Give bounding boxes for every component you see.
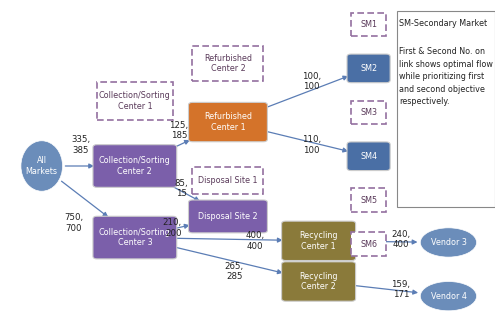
Text: First & Second No. on
link shows optimal flow
while prioritizing first
and secon: First & Second No. on link shows optimal… (400, 47, 494, 106)
Text: Vendor 3: Vendor 3 (430, 238, 466, 247)
Text: SM3: SM3 (360, 108, 377, 117)
Text: 240,
400: 240, 400 (392, 229, 410, 249)
Text: Disposal Site 1: Disposal Site 1 (198, 176, 258, 185)
Ellipse shape (21, 141, 62, 191)
Text: SM6: SM6 (360, 240, 377, 249)
Bar (97, 82, 173, 120)
FancyBboxPatch shape (282, 221, 356, 261)
Text: 85,
15: 85, 15 (174, 179, 188, 199)
Text: 125,
185: 125, 185 (170, 121, 188, 140)
Text: SM-Secondary Market: SM-Secondary Market (400, 19, 488, 28)
Text: 100,
100: 100, 100 (302, 72, 321, 91)
FancyBboxPatch shape (282, 262, 356, 301)
Text: Collection/Sorting
Center 3: Collection/Sorting Center 3 (99, 228, 170, 247)
Bar (192, 167, 264, 195)
Text: 210,
200: 210, 200 (162, 218, 182, 237)
Text: Vendor 1: Vendor 1 (430, 130, 466, 139)
Text: SM1: SM1 (360, 20, 377, 29)
Text: Collection/Sorting
Center 1: Collection/Sorting Center 1 (99, 91, 170, 111)
Text: SM2: SM2 (360, 64, 377, 73)
FancyBboxPatch shape (347, 54, 390, 83)
Text: 110,
100: 110, 100 (302, 135, 321, 155)
Text: Disposal Site 2: Disposal Site 2 (198, 212, 258, 221)
Text: 159,
171: 159, 171 (392, 280, 410, 299)
FancyBboxPatch shape (93, 145, 176, 187)
Text: Vendor 2: Vendor 2 (430, 184, 466, 193)
Text: 335,
385: 335, 385 (72, 135, 90, 155)
Text: Refurbished
Center 2: Refurbished Center 2 (204, 54, 252, 73)
Bar (351, 13, 386, 36)
Text: 750,
700: 750, 700 (64, 213, 83, 233)
Ellipse shape (420, 121, 476, 150)
FancyBboxPatch shape (347, 142, 390, 171)
Bar (351, 189, 386, 212)
FancyBboxPatch shape (188, 102, 268, 142)
Text: Recycling
Center 1: Recycling Center 1 (300, 231, 338, 251)
Ellipse shape (420, 282, 476, 311)
Bar (351, 101, 386, 124)
Text: 265,
285: 265, 285 (225, 262, 244, 282)
Bar (351, 232, 386, 256)
Ellipse shape (420, 174, 476, 204)
FancyBboxPatch shape (93, 216, 176, 259)
Bar (192, 46, 264, 81)
Text: 400,
400: 400, 400 (246, 231, 264, 251)
Ellipse shape (420, 228, 476, 257)
Text: Vendor 4: Vendor 4 (430, 291, 466, 301)
Text: Collection/Sorting
Center 2: Collection/Sorting Center 2 (99, 156, 170, 176)
Text: Refurbished
Center 1: Refurbished Center 1 (204, 112, 252, 132)
Text: All
Markets: All Markets (26, 156, 58, 176)
Text: SM5: SM5 (360, 196, 377, 205)
FancyBboxPatch shape (188, 200, 268, 233)
Text: Recycling
Center 2: Recycling Center 2 (300, 272, 338, 291)
Text: SM4: SM4 (360, 152, 377, 161)
Bar (397, 11, 495, 207)
